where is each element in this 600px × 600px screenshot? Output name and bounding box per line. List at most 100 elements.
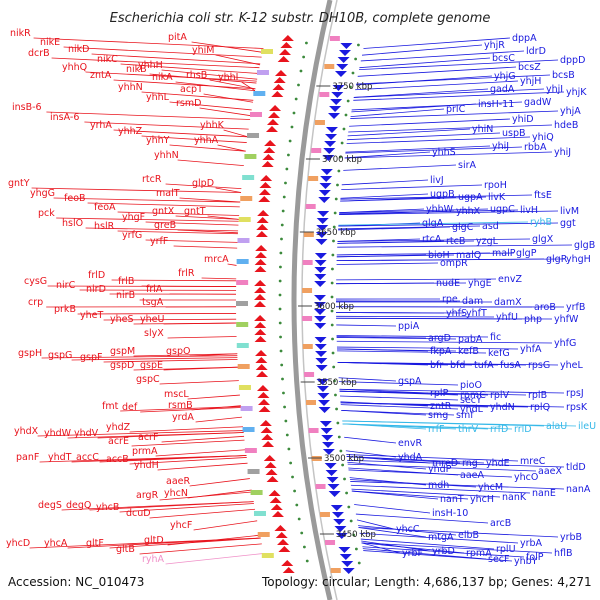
gene-leader-left [175,215,239,220]
gene-leader-left [195,416,242,423]
gene-leader-right [341,179,429,186]
gene-label-left: acpT [180,84,203,95]
gene-leader-left [129,426,243,433]
gene-arrow-right [317,393,330,399]
gene-leader-right [337,238,531,242]
gene-arrow-left [268,490,281,496]
gene-arrow-left [255,245,268,251]
gene-leader-right [340,402,565,408]
gene-arrow-right [315,365,328,371]
gene-leader-right [347,128,471,137]
gene-leader-right [336,317,553,320]
track-dot-left [279,335,282,339]
gene-leader-right [349,118,511,127]
gene-arrow-left [254,266,267,272]
gene-arrow-left [257,210,270,216]
gene-leader-right [347,459,565,468]
left-gene-labels: pitA yhiM nikR nikE nikD nikC nikB dcrB yhhQzntA… [6,28,238,565]
gene-label-left: frlA [146,284,163,295]
track-dot-right [337,169,341,173]
track-dot-left [289,461,293,465]
gene-leader-left [46,111,251,120]
gene-leader-left [51,57,260,69]
track-dot-right [332,239,335,243]
gene-leader-right [354,504,431,514]
gene-label-right: rplU [496,544,516,555]
gene-leader-right [336,335,489,338]
gene-label-right: pabA [458,334,483,345]
gene-leader-left [167,336,237,339]
gene-leader-left [223,129,248,138]
gene-leader-right [346,456,485,464]
track-dot-left [282,195,286,199]
gene-label-left: rsmB [168,400,193,411]
gene-label-right: aaeA [460,470,484,481]
gene-arrow-right [314,260,327,266]
gene-leader-left [99,455,247,463]
gene-label-left: yhdX [14,426,39,437]
gene-label-right: rbbA [524,142,547,153]
gene-label-right: malQ [456,250,481,261]
gene-arrow-left [278,546,291,552]
gene-leader-left [87,202,240,208]
feature-block-right [304,372,315,377]
gene-arrow-left [266,476,279,482]
gene-arrow-left [258,196,271,202]
gene-arrow-left [254,322,267,328]
gene-leader-left [159,380,239,385]
feature-block-right [314,120,325,125]
gene-label-left: gspF [80,352,102,363]
gene-leader-right [351,490,469,500]
gene-label-right: sirA [458,160,476,171]
gene-label-left: nikB [126,64,147,75]
track-dot-right [334,393,337,397]
gene-leader-right [345,146,523,154]
gene-leader-right [338,226,451,231]
gene-label-right: aaeX [538,466,562,477]
gene-leader-left [165,183,242,190]
gene-leader-right [339,210,559,215]
gene-leader-left [131,439,245,447]
gene-arrow-right [322,449,335,455]
gene-label-right: ldrD [526,46,546,57]
gene-arrow-right [314,253,327,259]
gene-label-right: malP [492,248,516,259]
gene-arrow-right [322,155,335,161]
gene-label-right: folP [526,552,544,563]
gene-label-right: nanT [440,494,464,505]
gene-label-right: rtcA [422,234,442,245]
gene-arrow-left [254,252,267,258]
gene-arrow-right [330,99,343,105]
feature-block-left [261,49,273,54]
gene-arrow-right [314,281,327,287]
gene-label-left: cysG [24,276,47,287]
gene-leader-right [353,88,489,98]
gene-label-left: yhdH [134,460,159,471]
gene-leader-right [336,254,455,258]
gene-label-right: yhiJ [554,147,571,158]
gene-arrow-right [324,463,337,469]
gene-arrow-right [318,407,331,413]
gene-leader-left [103,318,237,321]
track-dot-right [336,421,340,425]
gene-arrow-right [322,442,335,448]
gene-label-right: rtcB [446,236,465,247]
gene-label-right: yhcO [514,472,538,483]
feature-block-left [242,175,255,180]
track-dot-right [339,155,342,159]
tick-label: 3450 kbp [336,530,376,540]
gene-label-right: yhhS [432,147,456,158]
gene-arrow-left [264,140,277,146]
tick-label: 3600 kbp [314,302,354,312]
gene-leader-right [343,164,457,171]
gene-arrow-right [321,435,334,441]
gene-arrow-left [266,119,279,125]
gene-label-right: pioO [460,380,482,391]
gene-label-right: rplQ [530,402,550,413]
gene-label-right: yhjR [484,40,505,51]
gene-leader-right [362,548,487,560]
gene-arrow-right [317,211,330,217]
gene-leader-left [189,478,250,487]
feature-block-left [253,511,266,516]
